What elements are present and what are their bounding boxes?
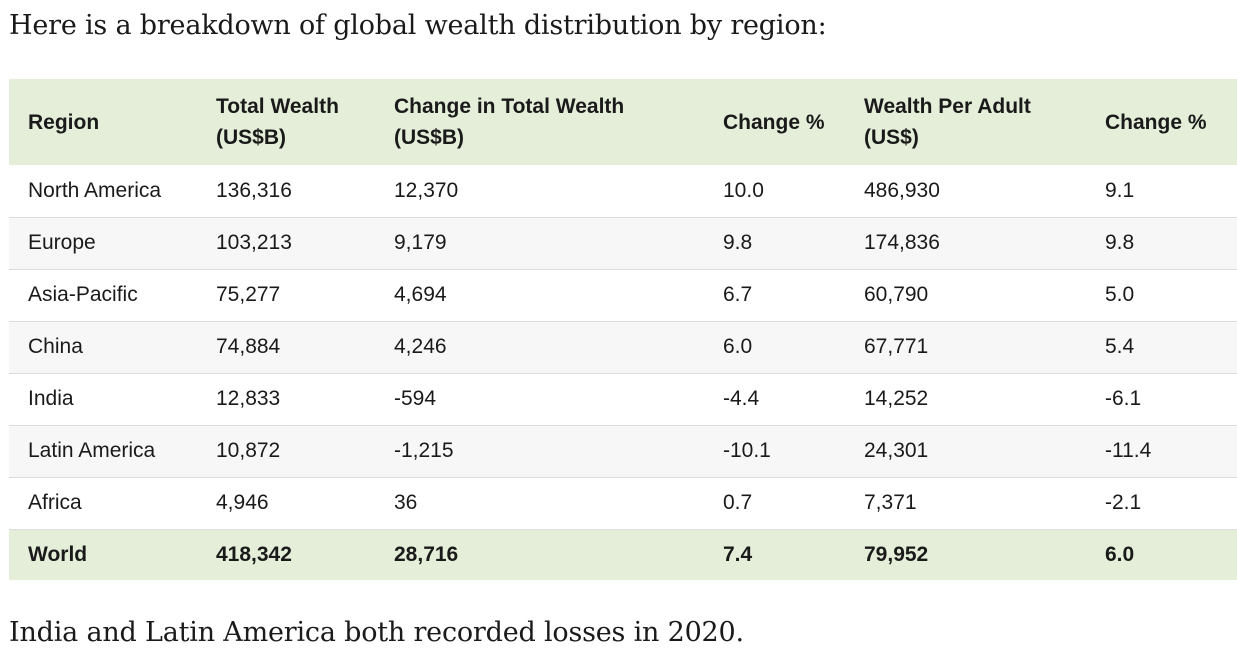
cell-wealth-per-adult: 60,790 <box>864 283 929 306</box>
cell-change-percent-adult: 5.4 <box>1105 335 1135 358</box>
table-row: Latin America 10,872 -1,215 -10.1 24,301… <box>9 425 1237 477</box>
intro-text: Here is a breakdown of global wealth dis… <box>9 10 827 41</box>
cell-change-total: -1,215 <box>394 439 454 462</box>
table-row: North America 136,316 12,370 10.0 486,93… <box>9 165 1237 217</box>
table-row: Europe 103,213 9,179 9.8 174,836 9.8 <box>9 217 1237 269</box>
cell-change-total: 36 <box>394 491 418 514</box>
cell-wealth-per-adult: 174,836 <box>864 231 940 254</box>
cell-change-percent-adult: 9.1 <box>1105 178 1135 202</box>
cell-change-percent: 6.0 <box>723 335 753 358</box>
cell-change-percent-adult: 6.0 <box>1105 542 1135 566</box>
header-unit: (US$) <box>864 126 919 149</box>
cell-wealth-per-adult: 14,252 <box>864 387 929 410</box>
cell-wealth-per-adult: 67,771 <box>864 335 929 358</box>
header-line: Region <box>28 110 100 134</box>
table-header-row: Region Total Wealth (US$B) Change in Tot… <box>9 79 1237 165</box>
cell-wealth-per-adult: 486,930 <box>864 178 940 202</box>
header-total-wealth: Total Wealth (US$B) <box>216 79 394 165</box>
cell-change-total: 12,370 <box>394 178 459 202</box>
header-change-percent-per-adult: Change % <box>1105 79 1237 165</box>
header-line: Change in Total Wealth <box>394 95 625 118</box>
cell-region: Europe <box>28 231 96 254</box>
table-row: India 12,833 -594 -4.4 14,252 -6.1 <box>9 373 1237 425</box>
header-line: Change % <box>723 110 825 134</box>
cell-change-percent-adult: -6.1 <box>1105 387 1142 410</box>
cell-change-total: 9,179 <box>394 231 447 254</box>
cell-total-wealth: 74,884 <box>216 335 281 358</box>
cell-region: World <box>28 542 88 566</box>
header-region: Region <box>9 79 216 165</box>
header-line: Total Wealth <box>216 95 339 118</box>
cell-region: Africa <box>28 491 82 514</box>
header-unit: (US$B) <box>216 126 287 149</box>
cell-change-percent-adult: 5.0 <box>1105 283 1135 306</box>
cell-change-percent-adult: -11.4 <box>1105 439 1152 462</box>
cell-change-percent-adult: -2.1 <box>1105 491 1142 514</box>
cell-change-percent-adult: 9.8 <box>1105 231 1135 254</box>
cell-change-percent: 7.4 <box>723 542 753 566</box>
table-total-row: World 418,342 28,716 7.4 79,952 6.0 <box>9 529 1237 580</box>
cell-total-wealth: 12,833 <box>216 387 281 410</box>
header-line: Wealth Per Adult <box>864 95 1031 118</box>
header-change-percent: Change % <box>723 79 864 165</box>
cell-total-wealth: 418,342 <box>216 542 292 566</box>
cell-region: India <box>28 387 74 410</box>
cell-total-wealth: 103,213 <box>216 231 292 254</box>
cell-change-percent: 6.7 <box>723 283 753 306</box>
cell-change-total: -594 <box>394 387 437 410</box>
cell-total-wealth: 75,277 <box>216 283 281 306</box>
header-unit: (US$B) <box>394 126 465 149</box>
cell-change-percent: -10.1 <box>723 439 771 462</box>
cell-change-percent: 9.8 <box>723 231 753 254</box>
cell-region: Asia-Pacific <box>28 283 138 306</box>
table-row: Asia-Pacific 75,277 4,694 6.7 60,790 5.0 <box>9 269 1237 321</box>
cell-region: Latin America <box>28 439 156 462</box>
cell-wealth-per-adult: 7,371 <box>864 491 917 514</box>
cell-total-wealth: 10,872 <box>216 439 281 462</box>
cell-region: China <box>28 335 83 358</box>
cell-change-percent: 0.7 <box>723 491 753 514</box>
header-line: Change % <box>1105 110 1207 134</box>
cell-change-total: 28,716 <box>394 542 459 566</box>
cell-change-percent: -4.4 <box>723 387 760 410</box>
table-row: Africa 4,946 36 0.7 7,371 -2.1 <box>9 477 1237 529</box>
cell-region: North America <box>28 178 162 202</box>
header-change-total-wealth: Change in Total Wealth (US$B) <box>394 79 723 165</box>
outro-text: India and Latin America both recorded lo… <box>9 617 744 648</box>
cell-wealth-per-adult: 79,952 <box>864 542 929 566</box>
cell-total-wealth: 136,316 <box>216 178 292 202</box>
cell-change-total: 4,246 <box>394 335 447 358</box>
cell-change-percent: 10.0 <box>723 178 764 202</box>
cell-change-total: 4,694 <box>394 283 447 306</box>
header-wealth-per-adult: Wealth Per Adult (US$) <box>864 79 1105 165</box>
cell-wealth-per-adult: 24,301 <box>864 439 929 462</box>
wealth-table: Region Total Wealth (US$B) Change in Tot… <box>9 79 1237 580</box>
cell-total-wealth: 4,946 <box>216 491 269 514</box>
table-row: China 74,884 4,246 6.0 67,771 5.4 <box>9 321 1237 373</box>
